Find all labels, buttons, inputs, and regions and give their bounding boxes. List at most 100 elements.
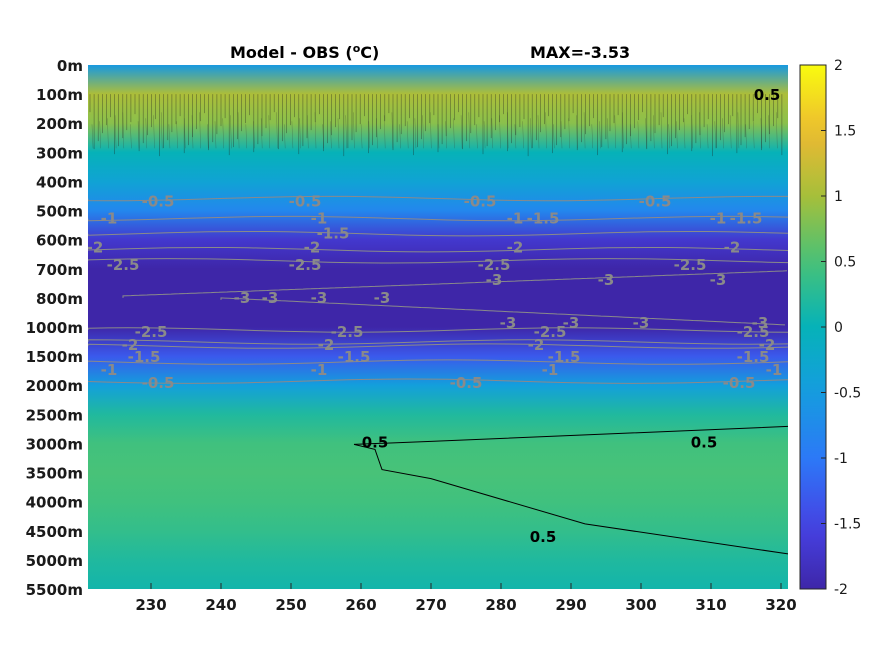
subsurface-streak <box>476 124 478 149</box>
subsurface-streak <box>337 118 340 149</box>
subsurface-streak <box>653 115 655 149</box>
subsurface-streak <box>430 112 432 149</box>
subsurface-streak <box>599 121 601 149</box>
subsurface-streak <box>453 118 455 149</box>
contour-label: -1 <box>311 210 328 228</box>
subsurface-streak <box>622 112 624 149</box>
contour-label: -2.5 <box>478 256 511 274</box>
subsurface-streak <box>176 121 178 149</box>
subsurface-streak <box>568 118 570 149</box>
subsurface-streak <box>330 121 332 149</box>
subsurface-streak <box>291 121 294 149</box>
heatmap-field <box>88 65 788 589</box>
contour-labels: -0.5 -0.5 -0.5 -0.5-1 -1 -1 -1-1.5-1.5 -1.5-2 -2… <box>87 86 782 546</box>
contour-label: -0.5 <box>723 374 756 392</box>
contour-label: -1.5 <box>527 210 560 228</box>
subsurface-streak <box>376 118 378 149</box>
contour-label: -1.5 <box>338 348 371 366</box>
subsurface-streak <box>153 115 155 149</box>
contour-label: -2 <box>507 239 524 257</box>
y-tick-label: 3500m <box>26 465 83 483</box>
subsurface-streak <box>460 115 463 149</box>
colorbar-tick-label: 1 <box>834 189 843 205</box>
subsurface-streak <box>445 121 447 149</box>
x-tick-label: 240 <box>205 596 236 614</box>
y-tick-label: 800m <box>36 290 83 308</box>
subsurface-streak <box>522 121 524 149</box>
contour-label: -3 <box>311 289 328 307</box>
subsurface-streak <box>137 121 140 149</box>
subsurface-streak <box>606 118 609 149</box>
contour-label: -3 <box>752 314 769 332</box>
contour-negative <box>88 231 788 237</box>
subsurface-streak <box>645 118 647 149</box>
subsurface-streak <box>499 115 501 149</box>
subsurface-streak <box>360 124 363 149</box>
contour-label: -2 <box>304 239 321 257</box>
contour-label: -3 <box>234 289 251 307</box>
colorbar-tick-label: -1 <box>834 451 848 467</box>
subsurface-streak <box>583 112 586 149</box>
contour-label: -2 <box>724 239 741 257</box>
x-tick-label: 270 <box>415 596 446 614</box>
subsurface-streak <box>691 115 693 149</box>
subsurface-streak <box>422 115 424 149</box>
contour-label: -1 <box>311 361 328 379</box>
subsurface-streak <box>614 115 617 149</box>
subsurface-streak <box>668 124 670 149</box>
colorbar-tick-label: 1.5 <box>834 124 856 140</box>
subsurface-streak <box>699 112 701 149</box>
subsurface-streak <box>307 115 309 149</box>
subsurface-streak <box>683 118 686 149</box>
contour-negative <box>88 247 788 253</box>
subsurface-streak <box>399 124 401 149</box>
subsurface-streak <box>160 112 163 149</box>
contour-label: -2 <box>528 336 545 354</box>
contour-label: -3 <box>598 271 615 289</box>
subsurface-streak <box>576 115 578 149</box>
contour-label: -3 <box>262 289 279 307</box>
contour-label: -2 <box>759 336 776 354</box>
contour-label: 0.5 <box>530 528 557 546</box>
subsurface-streak <box>353 112 355 149</box>
contour-negative <box>88 339 788 345</box>
contour-negative <box>88 378 788 384</box>
subsurface-streak <box>468 112 471 149</box>
subsurface-streak <box>406 121 409 149</box>
subsurface-streak <box>114 115 117 149</box>
contour-negative <box>88 258 788 264</box>
contour-label: -2.5 <box>135 323 168 341</box>
subsurface-streak <box>560 121 563 149</box>
subsurface-streak <box>506 112 509 149</box>
subsurface-streak <box>207 124 209 149</box>
contour-label: -2 <box>87 239 104 257</box>
y-tick-label: 100m <box>36 86 83 104</box>
y-tick-label: 2000m <box>26 377 83 395</box>
subsurface-streak <box>545 112 547 149</box>
y-tick-label: 500m <box>36 203 83 221</box>
contour-positive-upper <box>353 425 788 445</box>
y-tick-label: 1000m <box>26 319 83 337</box>
contour-label: -2.5 <box>289 256 322 274</box>
subsurface-streak <box>437 124 440 149</box>
subsurface-streak <box>514 124 517 149</box>
contour-label: -3 <box>710 271 727 289</box>
colorbar-tick-label: 0 <box>834 320 843 336</box>
x-tick-label: 250 <box>275 596 306 614</box>
contour-label: -3 <box>563 314 580 332</box>
y-tick-label: 700m <box>36 261 83 279</box>
contour-label: -3 <box>633 314 650 332</box>
contour-label: -3 <box>500 314 517 332</box>
y-tick-label: 1500m <box>26 348 83 366</box>
contour-label: 0.5 <box>362 433 389 451</box>
colorbar-tick-label: 0.5 <box>834 255 856 271</box>
colorbar: 2 1.5 1 0.5 0 -0.5 -1 -1.5 -2 <box>799 58 861 598</box>
subsurface-streak <box>184 118 186 149</box>
contour-lines <box>88 195 788 555</box>
subsurface-streak <box>122 112 125 149</box>
contour-positive-lower <box>353 443 788 555</box>
y-tick-label: 2500m <box>26 406 83 424</box>
subsurface-streak <box>168 124 171 149</box>
subsurface-streak <box>491 118 494 149</box>
subsurface-streak <box>276 112 278 149</box>
